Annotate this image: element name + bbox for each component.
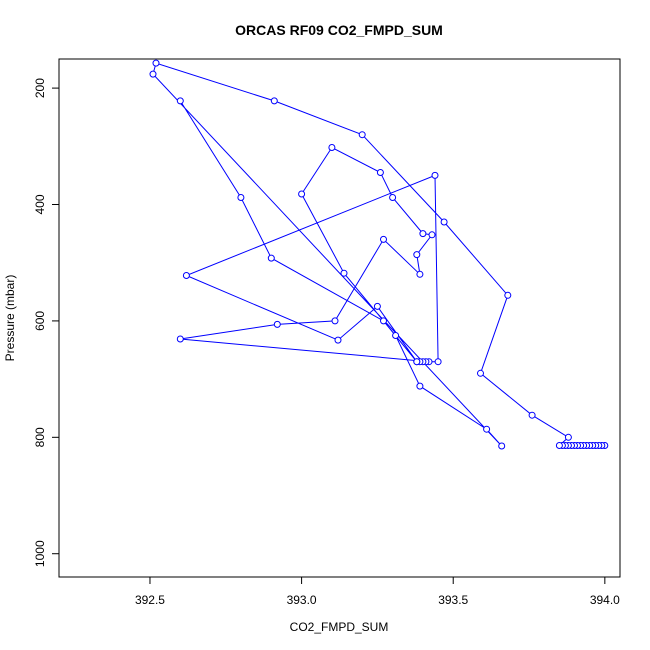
data-point [498,442,506,450]
data-point [528,411,536,419]
data-point [182,272,190,279]
y-axis: 200 400 600 800 1000 [33,78,59,567]
data-point [334,336,342,344]
data-point [389,194,397,201]
data-point [483,425,491,433]
data-point [273,320,281,328]
data-point [376,169,384,176]
y-tick-label: 1000 [33,540,47,567]
series-co2 [149,59,609,450]
data-point [413,358,421,366]
data-point [176,97,184,105]
data-point [176,335,184,343]
data-point [413,251,421,259]
data-point [440,218,448,226]
y-tick-label: 200 [33,78,47,98]
data-point [149,70,157,78]
data-point [392,332,400,339]
data-point [380,235,387,243]
y-tick-label: 600 [33,311,47,331]
data-point [298,190,306,198]
data-point [340,269,348,277]
data-point [431,171,439,179]
data-point [328,144,336,151]
plot-frame [58,58,621,578]
x-axis: 392.5 393.0 393.5 394.0 [135,577,620,607]
data-point [504,291,512,299]
y-axis-label: Pressure (mbar) [3,275,17,362]
x-tick-label: 393.0 [287,593,317,607]
data-point [434,358,442,366]
data-point [416,270,424,278]
data-point [564,433,572,441]
data-point [331,317,339,325]
y-tick-label: 800 [33,427,47,447]
data-point [419,230,427,238]
data-point [428,231,436,239]
data-point [358,131,366,139]
data-point [555,442,563,449]
x-tick-label: 393.5 [438,593,468,607]
data-point [237,194,245,201]
data-point [270,97,278,105]
data-point [373,302,381,310]
x-tick-label: 394.0 [590,593,620,607]
data-point [380,317,387,325]
chart-title: ORCAS RF09 CO2_FMPD_SUM [235,22,443,38]
x-axis-label: CO2_FMPD_SUM [290,620,389,634]
data-point [267,254,275,262]
data-point [152,59,160,67]
data-point [416,382,424,390]
y-tick-label: 400 [33,194,47,214]
data-point [477,369,484,377]
x-tick-label: 392.5 [135,593,165,607]
